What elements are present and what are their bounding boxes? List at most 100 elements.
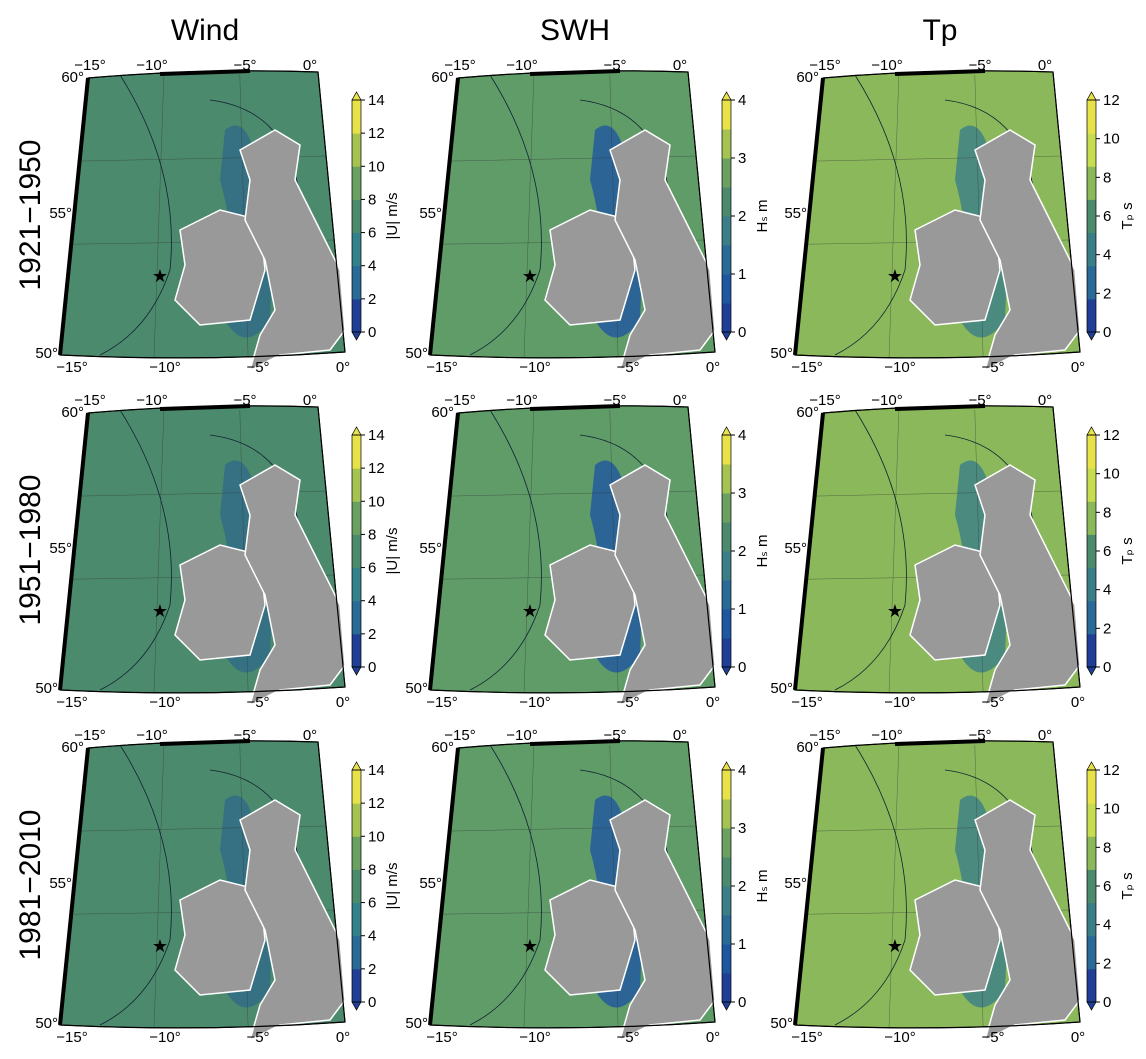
lon-label-top: −10° <box>871 392 902 409</box>
colorbar-step <box>722 158 731 188</box>
colorbar-tick-label: 4 <box>368 928 376 945</box>
lon-label-bottom: 0° <box>1071 694 1085 711</box>
lon-label-bottom: −15° <box>426 359 457 376</box>
colorbar-tick-label: 14 <box>368 762 385 779</box>
colorbar-tick-label: 2 <box>738 878 746 895</box>
column-title: Wind <box>171 14 239 47</box>
location-star: ★ <box>887 936 903 956</box>
lat-label: 50° <box>770 1015 793 1032</box>
lon-label-bottom: −10° <box>519 359 550 376</box>
lat-label: 60° <box>796 404 819 421</box>
map-panel: ★−15°−15°−10°−10°−5°−5°0°0°50°55°60°0123… <box>405 57 771 376</box>
location-star: ★ <box>522 601 538 621</box>
colorbar-max <box>722 92 731 100</box>
lat-label: 55° <box>419 205 442 222</box>
colorbar-max <box>352 762 361 770</box>
lon-label-bottom: −15° <box>791 694 822 711</box>
colorbar-tick-label: 0 <box>1103 324 1111 341</box>
location-star: ★ <box>152 266 168 286</box>
colorbar-step <box>722 770 731 800</box>
colorbar-tick-label: 8 <box>368 191 376 208</box>
lat-label: 50° <box>405 1015 428 1032</box>
colorbar-step <box>722 303 731 333</box>
map-panel: ★−15°−15°−10°−10°−5°−5°0°0°50°55°60°0123… <box>405 727 771 1046</box>
lat-label: 60° <box>796 69 819 86</box>
colorbar-tick-label: 4 <box>738 427 746 444</box>
location-star: ★ <box>152 936 168 956</box>
colorbar-step <box>1087 166 1096 200</box>
colorbar-min <box>352 332 361 340</box>
colorbar-tick-label: 2 <box>368 291 376 308</box>
colorbar-step <box>1087 936 1096 970</box>
lon-label-bottom: 0° <box>336 1029 350 1046</box>
lat-label: 55° <box>49 540 72 557</box>
colorbar-tick-label: 1 <box>738 266 746 283</box>
colorbar-step <box>1087 534 1096 568</box>
colorbar-tick-label: 4 <box>738 762 746 779</box>
colorbar-tick-label: 2 <box>368 961 376 978</box>
colorbar-tick-label: 6 <box>368 560 376 577</box>
lon-label-top: −5° <box>968 57 991 74</box>
lon-label-top: −10° <box>871 57 902 74</box>
colorbar-max <box>722 762 731 770</box>
lon-label-bottom: −10° <box>149 694 180 711</box>
lon-label-top: −10° <box>136 727 167 744</box>
lon-label-top: 0° <box>1038 57 1052 74</box>
colorbar-max <box>352 92 361 100</box>
map-panel: ★−15°−15°−10°−10°−5°−5°0°0°50°55°60°0246… <box>35 57 401 376</box>
colorbar-tick-label: 12 <box>368 795 385 812</box>
lon-label-bottom: −15° <box>791 359 822 376</box>
colorbar-step <box>352 936 361 970</box>
lat-label: 50° <box>35 345 58 362</box>
lon-label-top: −5° <box>233 57 256 74</box>
lat-label: 50° <box>405 680 428 697</box>
colorbar-max <box>1087 92 1096 100</box>
colorbar-step <box>1087 836 1096 870</box>
colorbar-tick-label: 8 <box>1103 839 1111 856</box>
colorbar-step <box>722 493 731 523</box>
colorbar-step <box>722 828 731 858</box>
lon-label-top: −5° <box>968 392 991 409</box>
colorbar-step <box>722 216 731 246</box>
colorbar-tick-label: 12 <box>1103 427 1120 444</box>
lat-label: 50° <box>770 345 793 362</box>
colorbar-step <box>1087 133 1096 167</box>
colorbar-tick-label: 0 <box>1103 659 1111 676</box>
colorbar-tick-label: 0 <box>738 994 746 1011</box>
colorbar-step <box>722 435 731 465</box>
lat-label: 60° <box>61 404 84 421</box>
lat-label: 60° <box>431 404 454 421</box>
lon-label-bottom: 0° <box>706 359 720 376</box>
colorbar-step <box>1087 266 1096 300</box>
figure: Wind★−15°−15°−10°−10°−5°−5°0°0°50°55°60°… <box>0 0 1146 1054</box>
colorbar-step <box>352 869 361 903</box>
lon-label-top: −5° <box>603 392 626 409</box>
colorbar-tick-label: 8 <box>368 861 376 878</box>
lon-label-top: 0° <box>303 57 317 74</box>
colorbar-step <box>722 609 731 639</box>
colorbar-step <box>722 857 731 887</box>
column-title: SWH <box>540 14 610 47</box>
colorbar-min <box>722 667 731 675</box>
lon-label-top: 0° <box>673 727 687 744</box>
colorbar-tick-label: 6 <box>368 895 376 912</box>
colorbar-tick-label: 4 <box>1103 582 1111 599</box>
colorbar-step <box>722 100 731 130</box>
lon-label-bottom: −15° <box>791 1029 822 1046</box>
lat-label: 55° <box>419 875 442 892</box>
lon-label-top: 0° <box>673 392 687 409</box>
lat-label: 60° <box>61 69 84 86</box>
colorbar-tick-label: 10 <box>1103 131 1120 148</box>
colorbar-tick-label: 10 <box>368 828 385 845</box>
colorbar-tick-label: 8 <box>1103 504 1111 521</box>
colorbar-tick-label: 6 <box>1103 208 1111 225</box>
colorbar-step <box>352 634 361 668</box>
colorbar-step <box>722 580 731 610</box>
colorbar-min <box>722 1002 731 1010</box>
colorbar-tick-label: 0 <box>368 659 376 676</box>
colorbar-step <box>722 187 731 217</box>
colorbar-step <box>1087 199 1096 233</box>
lon-label-top: −10° <box>506 392 537 409</box>
colorbar-tick-label: 2 <box>738 208 746 225</box>
lon-label-bottom: −5° <box>246 694 269 711</box>
